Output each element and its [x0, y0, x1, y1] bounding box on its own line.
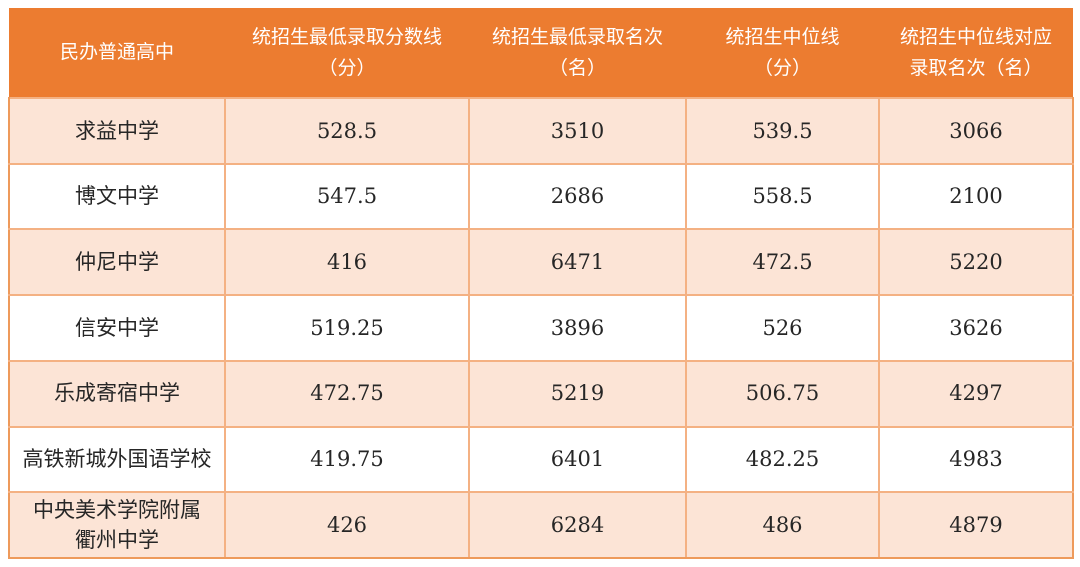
median-score-cell: 506.75	[685, 359, 880, 428]
table-row: 乐成寄宿中学 472.75 5219 506.75 4297	[8, 359, 1074, 428]
table-row: 信安中学 519.25 3896 526 3626	[8, 294, 1074, 362]
min-score-cell: 416	[224, 228, 470, 297]
column-header-min-score: 统招生最低录取分数线 （分）	[225, 8, 469, 98]
min-rank-cell: 6284	[468, 491, 687, 559]
median-score-cell: 558.5	[685, 162, 880, 231]
admissions-table: 民办普通高中 统招生最低录取分数线 （分） 统招生最低录取名次 （名） 统招生中…	[8, 8, 1074, 559]
median-rank-cell: 2100	[878, 162, 1074, 231]
median-rank-cell: 3626	[878, 294, 1074, 362]
min-rank-cell: 3896	[468, 294, 687, 362]
min-rank-cell: 2686	[468, 162, 687, 231]
school-name-cell: 仲尼中学	[8, 228, 226, 297]
median-rank-cell: 4297	[878, 359, 1074, 428]
min-rank-cell: 3510	[468, 97, 687, 165]
median-rank-cell: 5220	[878, 228, 1074, 297]
median-score-cell: 526	[685, 294, 880, 362]
table-row: 仲尼中学 416 6471 472.5 5220	[8, 228, 1074, 297]
min-score-cell: 419.75	[224, 425, 470, 494]
min-score-cell: 528.5	[224, 97, 470, 165]
column-header-median-score: 统招生中位线 （分）	[686, 8, 879, 98]
median-score-cell: 486	[685, 491, 880, 559]
table-header: 民办普通高中 统招生最低录取分数线 （分） 统招生最低录取名次 （名） 统招生中…	[9, 8, 1073, 98]
column-header-median-rank: 统招生中位线对应 录取名次（名）	[879, 8, 1073, 98]
min-rank-cell: 6471	[468, 228, 687, 297]
school-name-cell: 求益中学	[8, 97, 226, 165]
table-row: 高铁新城外国语学校 419.75 6401 482.25 4983	[8, 425, 1074, 494]
min-rank-cell: 6401	[468, 425, 687, 494]
header-row: 民办普通高中 统招生最低录取分数线 （分） 统招生最低录取名次 （名） 统招生中…	[9, 8, 1073, 98]
median-score-cell: 472.5	[685, 228, 880, 297]
min-rank-cell: 5219	[468, 359, 687, 428]
school-name-cell: 信安中学	[8, 294, 226, 362]
min-score-cell: 519.25	[224, 294, 470, 362]
median-score-cell: 539.5	[685, 97, 880, 165]
median-rank-cell: 4983	[878, 425, 1074, 494]
table-row: 博文中学 547.5 2686 558.5 2100	[8, 162, 1074, 231]
median-rank-cell: 3066	[878, 97, 1074, 165]
school-name-cell: 博文中学	[8, 162, 226, 231]
median-score-cell: 482.25	[685, 425, 880, 494]
table-body: 求益中学 528.5 3510 539.5 3066 博文中学 547.5 26…	[8, 97, 1074, 559]
column-header-school: 民办普通高中	[9, 8, 225, 98]
school-name-cell: 中央美术学院附属 衢州中学	[8, 491, 226, 559]
min-score-cell: 547.5	[224, 162, 470, 231]
median-rank-cell: 4879	[878, 491, 1074, 559]
min-score-cell: 472.75	[224, 359, 470, 428]
table-row: 求益中学 528.5 3510 539.5 3066	[8, 97, 1074, 165]
school-name-cell: 高铁新城外国语学校	[8, 425, 226, 494]
table-row: 中央美术学院附属 衢州中学 426 6284 486 4879	[8, 491, 1074, 559]
school-name-cell: 乐成寄宿中学	[8, 359, 226, 428]
min-score-cell: 426	[224, 491, 470, 559]
column-header-min-rank: 统招生最低录取名次 （名）	[469, 8, 686, 98]
